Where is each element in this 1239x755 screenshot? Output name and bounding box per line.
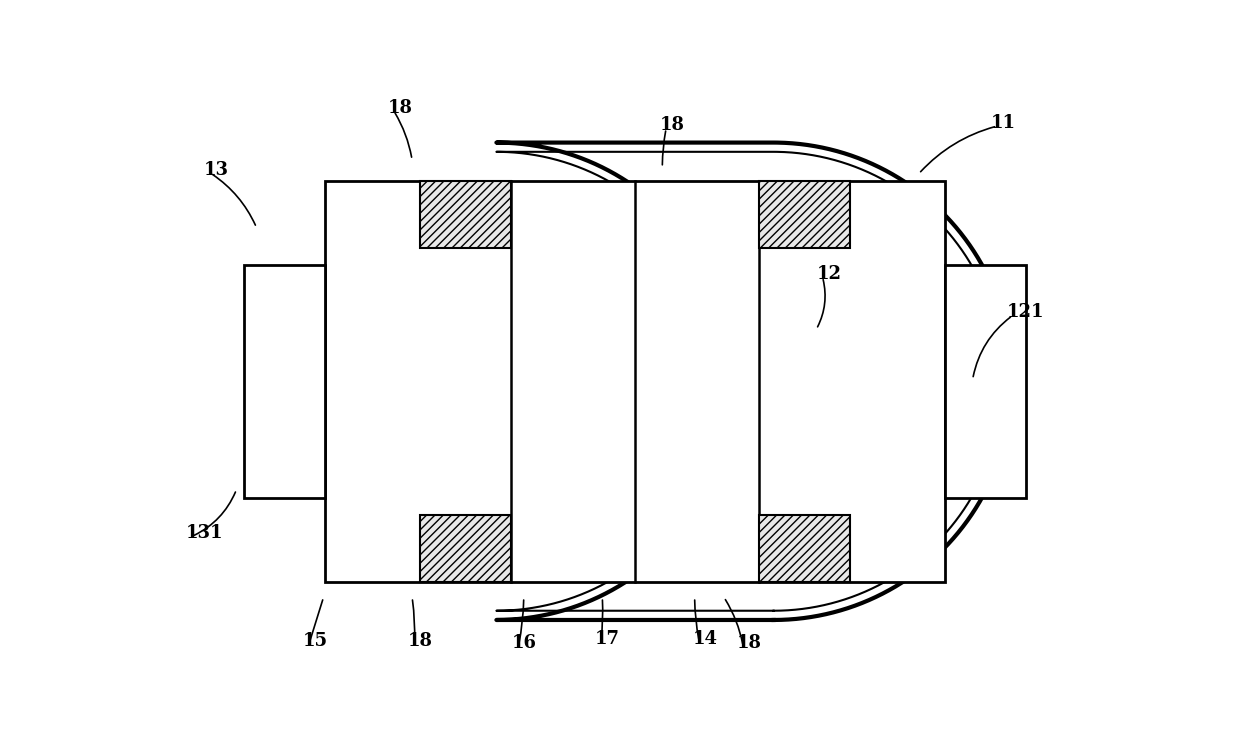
Bar: [244, 265, 325, 498]
Text: 13: 13: [204, 161, 229, 179]
Text: 12: 12: [817, 265, 841, 283]
Text: 18: 18: [408, 632, 434, 650]
Text: 11: 11: [991, 114, 1016, 132]
Bar: [945, 265, 1026, 498]
Bar: [420, 180, 510, 248]
Bar: [760, 515, 850, 582]
Text: 16: 16: [512, 634, 538, 652]
Text: 17: 17: [595, 630, 620, 648]
Text: 121: 121: [1006, 304, 1044, 322]
Bar: [420, 515, 510, 582]
Text: 14: 14: [693, 630, 719, 648]
Text: 18: 18: [737, 634, 762, 652]
Text: 18: 18: [388, 99, 413, 116]
Text: 15: 15: [302, 632, 328, 650]
Bar: [325, 180, 945, 582]
Text: 18: 18: [660, 116, 685, 134]
Text: 131: 131: [186, 525, 223, 542]
Bar: [760, 180, 850, 248]
